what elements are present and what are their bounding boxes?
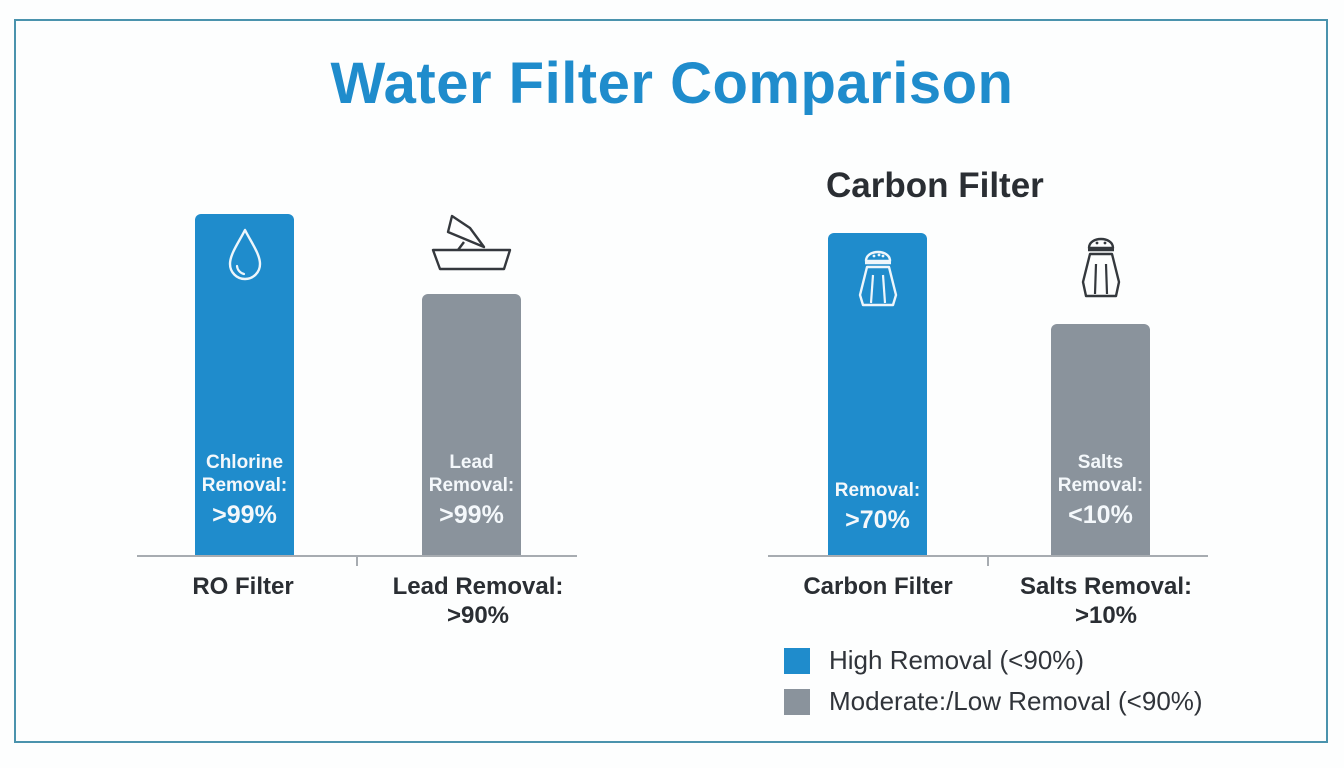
bar-label-line2: Removal: — [201, 474, 288, 496]
bar-value: <10% — [1068, 500, 1133, 529]
x-label-ro-filter: RO Filter — [192, 573, 294, 600]
legend-label: High Removal (<90%) — [829, 645, 1085, 675]
bar-value: >99% — [439, 500, 504, 529]
bar-label: Removal: >70% — [828, 480, 927, 535]
x-label-carbon-filter: Carbon Filter — [803, 573, 953, 600]
panel-subtitle: Carbon Filter — [826, 166, 1044, 205]
legend-item-moderate-low: Moderate:/Low Removal (<90%) — [784, 686, 1203, 717]
x-axis-tick — [356, 556, 358, 566]
bar-label-line1: Salts — [1077, 452, 1124, 473]
bar-value: >70% — [845, 505, 910, 534]
bar-label-line2: Removal: — [1057, 474, 1144, 496]
chart-title: Water Filter Comparison — [330, 51, 1014, 116]
bar-carbon-removal: Removal: >70% — [828, 233, 927, 556]
bar-lead-removal: Lead Removal: >99% — [422, 294, 521, 556]
bar-label: Lead Removal: >99% — [422, 452, 521, 530]
bar-label: Chlorine Removal: >99% — [195, 452, 294, 530]
boat-icon — [431, 214, 512, 271]
legend-swatch — [784, 647, 810, 674]
x-label-salts-removal: Salts Removal: >10% — [1019, 573, 1193, 629]
x-axis-tick — [987, 556, 989, 566]
bar-label-line1: Lead — [449, 452, 494, 473]
legend-label: Moderate:/Low Removal (<90%) — [829, 686, 1203, 716]
bar-label-line1: Chlorine — [205, 452, 284, 473]
x-label-lead-removal: Lead Removal: >90% — [392, 573, 564, 629]
bar-value: >99% — [212, 500, 277, 529]
bar-label-line2: Removal: — [428, 474, 515, 496]
bar-label: Salts Removal: <10% — [1051, 452, 1150, 530]
legend-swatch — [784, 688, 810, 715]
bar-chlorine-removal: Chlorine Removal: >99% — [195, 214, 294, 556]
water-drop-icon — [228, 228, 262, 281]
legend-item-high: High Removal (<90%) — [784, 645, 1084, 676]
bar-label-line2: Removal: — [834, 480, 921, 501]
salt-shaker-icon — [1081, 237, 1121, 298]
bar-salts-removal: Salts Removal: <10% — [1051, 324, 1150, 556]
salt-shaker-icon — [858, 250, 898, 307]
